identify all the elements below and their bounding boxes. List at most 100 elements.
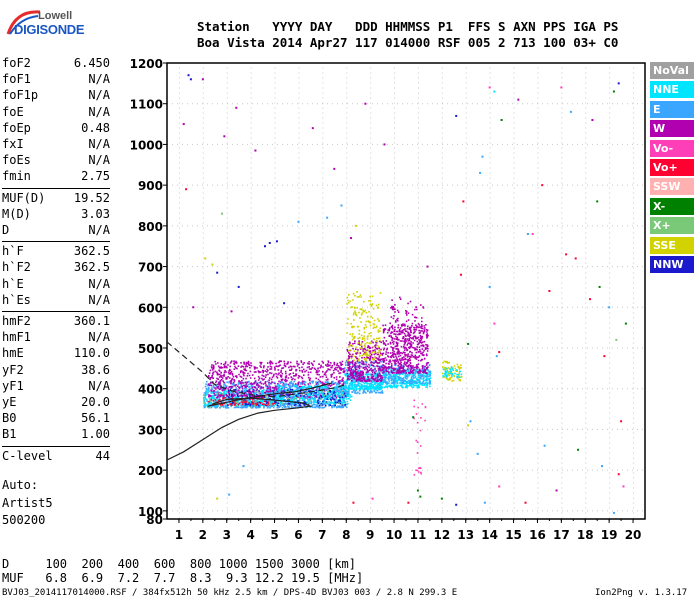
echo-cluster [208,396,276,406]
echo-point [364,102,367,105]
y-tick-label: 700 [138,261,163,275]
echo-point [419,495,422,498]
parameter-name: foF1p [2,88,39,103]
x-tick-label: 9 [366,528,374,542]
parameter-row: foF1 N/A [2,72,110,88]
echo-point [493,322,496,325]
echo-cluster [346,291,382,362]
echo-point [201,78,204,81]
echo-point [371,497,374,500]
x-tick-label: 16 [529,528,546,542]
parameter-row: foEp 0.48 [2,121,110,137]
header-labels: Station YYYY DAY DDD HHMMSS P1 FFS S AXN… [197,19,619,34]
legend-item: E [650,100,694,118]
parameter-value: N/A [88,378,110,393]
legend-item: NoVal [650,62,694,79]
echo-point [488,86,491,89]
echo-point [555,489,558,492]
autoscale-label: Auto: [2,478,39,492]
echo-point [622,485,625,488]
parameter-value: 38.6 [81,362,110,377]
y-tick-label: 300 [138,423,163,437]
echo-point [517,98,520,101]
echo-point [574,257,577,260]
parameter-name: fmin [2,169,31,184]
echo-point [192,306,195,309]
echo-point [354,224,357,227]
parameter-value: N/A [88,72,110,87]
echo-point [560,86,563,89]
parameter-row: h`F 362.5 [2,244,110,260]
autoscale-artist: Artist5 [2,496,53,510]
x-tick-label: 12 [433,528,450,542]
parameter-value: 360.1 [73,314,110,328]
echo-point [481,155,484,158]
legend-item: SSE [650,236,694,254]
echo-point [483,501,486,504]
parameter-value: N/A [88,104,110,119]
y-tick-label: 1000 [130,138,163,152]
echo-cluster [389,296,425,362]
echo-point [230,310,233,313]
y-tick-label: 80 [146,513,163,527]
echo-point [204,257,207,260]
parameter-value: N/A [88,88,110,103]
parameter-row: fmin 2.75 [2,169,110,185]
echo-point [440,497,443,500]
echo-cluster [207,360,348,399]
autoscale-code: 500200 [2,513,46,527]
parameter-name: hmF1 [2,330,31,345]
parameter-row: B1 1.00 [2,427,110,443]
echo-cluster [202,390,344,409]
parameter-row: yF2 38.6 [2,363,110,379]
profile-trace-dark [207,382,333,407]
parameter-name: hmF2 [2,314,31,328]
parameter-name: h`E [2,276,24,291]
echo-point [350,237,353,240]
parameter-row: foF1p N/A [2,88,110,104]
x-tick-label: 6 [294,528,302,542]
echo-point [620,420,623,423]
echo-point [283,302,286,305]
echo-point [223,135,226,138]
echo-point [182,123,185,126]
legend-item: NNE [650,81,694,99]
echo-point [383,143,386,146]
echo-point [548,290,551,292]
echo-point [352,501,355,504]
parameter-separator [2,187,110,189]
echo-cluster [275,384,353,405]
parameter-row: MUF(D) 19.52 [2,191,110,207]
parameter-value: N/A [88,137,110,151]
echo-point [498,351,501,354]
x-tick-label: 3 [223,528,231,542]
echo-point [268,241,271,244]
echo-point [412,416,415,419]
parameter-value: 56.1 [81,411,110,426]
echo-point [333,167,336,170]
legend-item: NNW [650,256,694,273]
parameter-value: 362.5 [73,244,110,259]
parameter-name: C-level [2,448,53,463]
parameter-name: M(D) [2,206,31,221]
echo-point [591,119,594,121]
x-tick-label: 15 [505,528,522,542]
echo-point [493,90,496,93]
y-tick-label: 900 [138,179,163,193]
parameter-row: foEs N/A [2,153,110,169]
echo-cluster [344,372,384,391]
parameter-separator [2,445,110,447]
echo-point [263,245,266,248]
echo-point [211,263,214,266]
echo-point [326,216,329,219]
parameter-row: yF1 N/A [2,379,110,395]
echo-point [185,188,188,191]
parameter-name: yE [2,395,17,409]
echo-cluster [346,340,384,383]
parameter-name: foF2 [2,56,31,70]
y-tick-label: 100 [138,505,163,519]
plot-frame [166,62,646,520]
parameter-name: h`F [2,244,24,259]
echo-point [500,119,503,121]
